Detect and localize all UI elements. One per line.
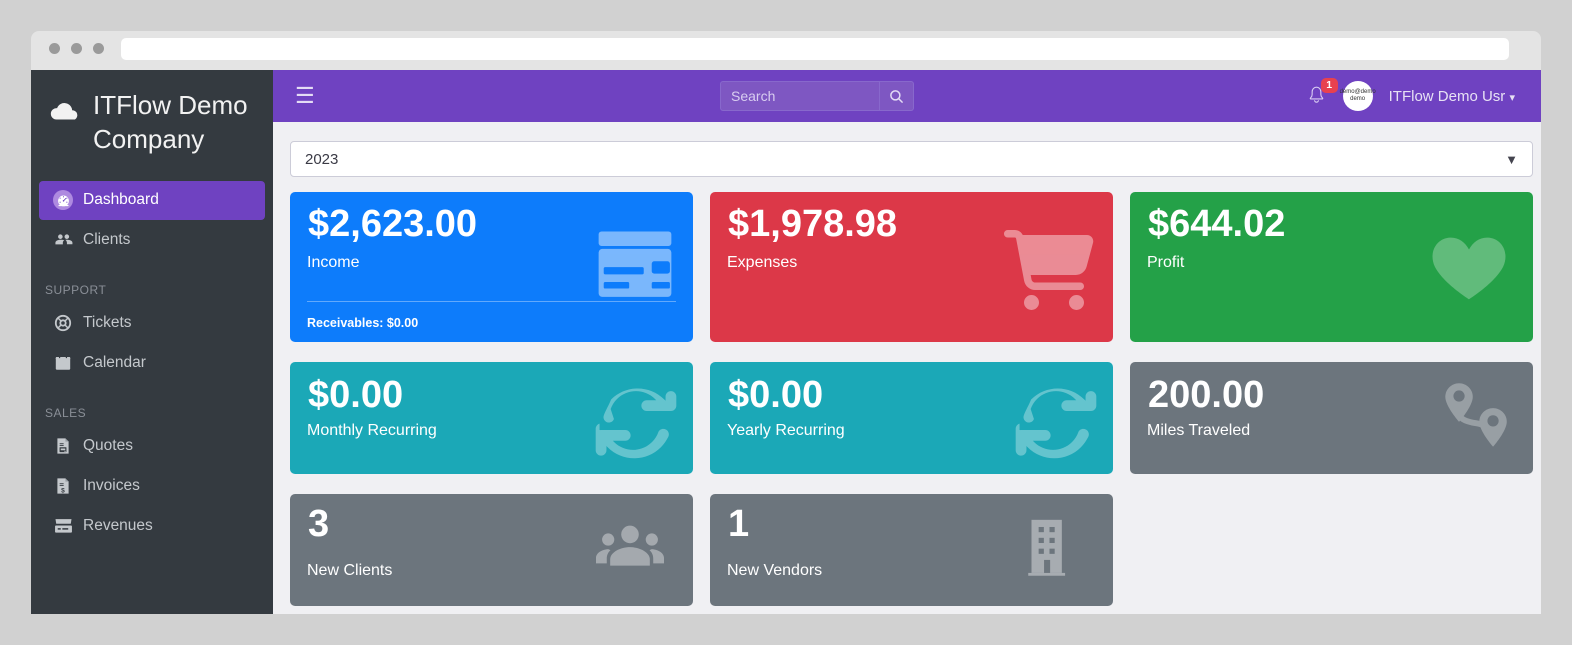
svg-text:$: $ xyxy=(61,488,65,495)
